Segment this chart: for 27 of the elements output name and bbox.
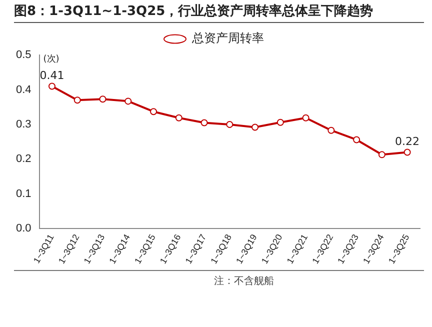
point [124, 98, 132, 105]
y-tick-label: 0.0 [16, 222, 32, 235]
point [353, 136, 360, 144]
y-axis-title: (次) [43, 53, 60, 64]
point [276, 118, 284, 126]
point [175, 114, 182, 122]
point [226, 120, 234, 128]
data-label: 0.22 [395, 135, 420, 148]
text: 注：不含舰船 [14, 270, 424, 288]
point [99, 96, 106, 103]
y-tick-label: 0.4 [16, 84, 32, 96]
legend-label: 总资产周转率 [191, 31, 264, 46]
point [150, 108, 158, 116]
point [378, 151, 386, 158]
point [302, 114, 310, 122]
point [252, 124, 259, 131]
data-label: 0.41 [40, 69, 64, 82]
point [200, 119, 208, 126]
point [48, 82, 56, 90]
point [328, 126, 335, 134]
point [74, 96, 81, 104]
y-tick-label: 0.5 [16, 49, 32, 62]
y-tick-label: 0.2 [16, 153, 32, 166]
point [404, 148, 411, 156]
y-tick-label: 0.1 [16, 188, 32, 200]
y-tick-label: 0.3 [16, 118, 32, 130]
chart-title: 图8：1-3Q11~1-3Q25，行业总资产周转率总体呈下降趋势 [14, 0, 424, 23]
